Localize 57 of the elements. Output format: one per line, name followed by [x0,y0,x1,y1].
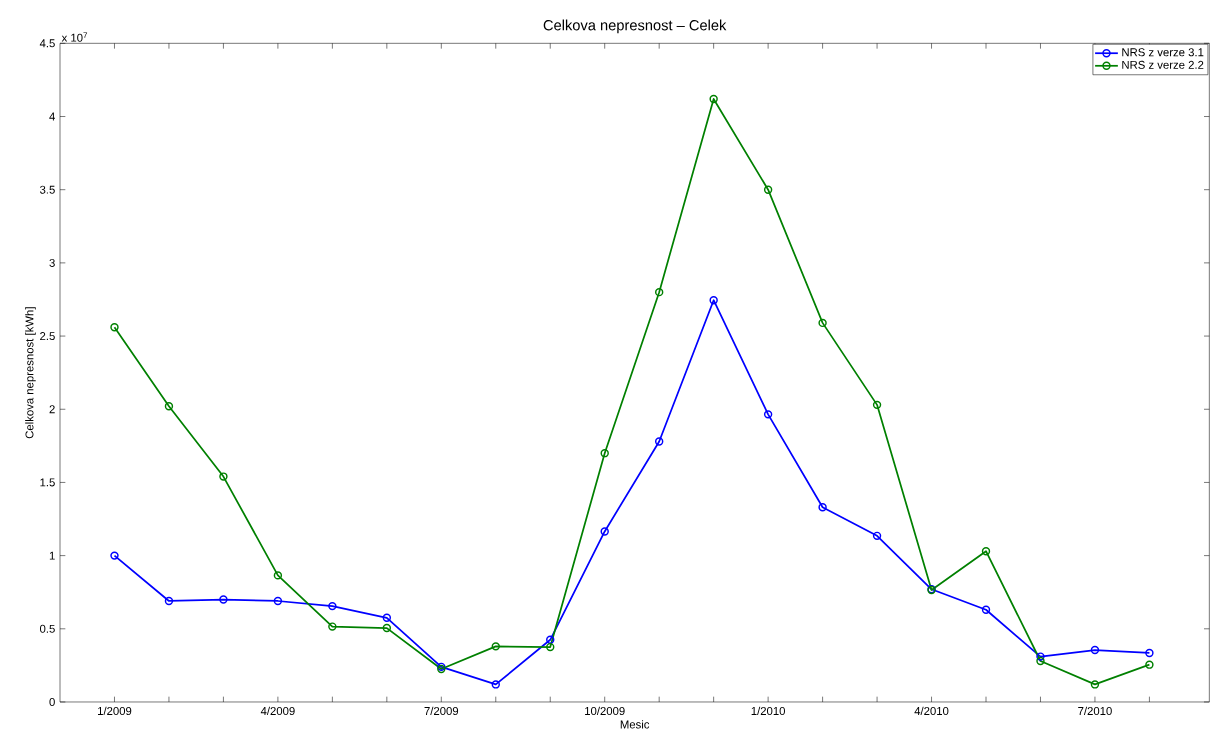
x-tick-label: 7/2009 [424,706,459,716]
x-tick-label: 1/2009 [98,706,132,716]
point [1090,645,1100,655]
x-axis-title: Mesic [620,720,650,729]
y-tick-label: 1 [49,551,55,560]
point [1036,656,1045,666]
x-tick-label: 4/2010 [914,706,949,716]
y-tick-label: 4 [49,112,55,121]
point [709,94,718,104]
point [491,642,500,651]
text: x 10$^{7}$ [61,32,88,42]
chart-title: Celkova nepresnost – Celek [543,19,727,34]
y-tick-label: 4.5 [39,39,55,48]
point [981,547,991,556]
point [872,531,882,541]
y-axis-title: Celkova nepresnost [kWh] [25,307,36,439]
point [546,642,555,652]
x-tick-label: 4/2009 [260,706,295,716]
point [600,527,609,536]
point [164,596,174,606]
point [600,448,609,458]
y-tick-label: 0.5 [39,624,55,633]
point [872,400,882,410]
point [654,437,664,446]
point [219,472,228,481]
point [818,318,827,328]
y-tick-label: 0 [49,697,55,706]
point [546,635,555,644]
y-tick-label: 3.5 [39,185,55,194]
y-tick-label: 2.5 [40,332,55,341]
point [273,571,283,580]
x-tick-label: 1/2010 [751,706,785,716]
point [763,185,773,194]
x-tick-label: 10/2009 [585,706,625,716]
point [219,595,228,604]
point [1145,648,1154,658]
point [1036,652,1045,661]
point [273,596,283,606]
point [328,601,337,611]
point [491,680,500,689]
point [382,623,392,633]
legend-label: NRS z verze 2.2 [1122,60,1204,69]
point [818,503,827,512]
x-tick-label: 7/2010 [1078,706,1112,716]
point [382,613,392,623]
point [763,410,773,419]
y-tick-label: 3 [49,258,55,267]
legend-label: NRS z verze 3.1 [1122,48,1204,57]
point [709,296,718,305]
point [164,402,174,411]
y-tick-label: 1.5 [40,478,55,487]
point [981,605,991,614]
point [1145,660,1154,669]
point [654,287,664,297]
point [328,622,337,631]
y-tick-label: 2 [49,405,55,414]
point [1090,680,1100,689]
